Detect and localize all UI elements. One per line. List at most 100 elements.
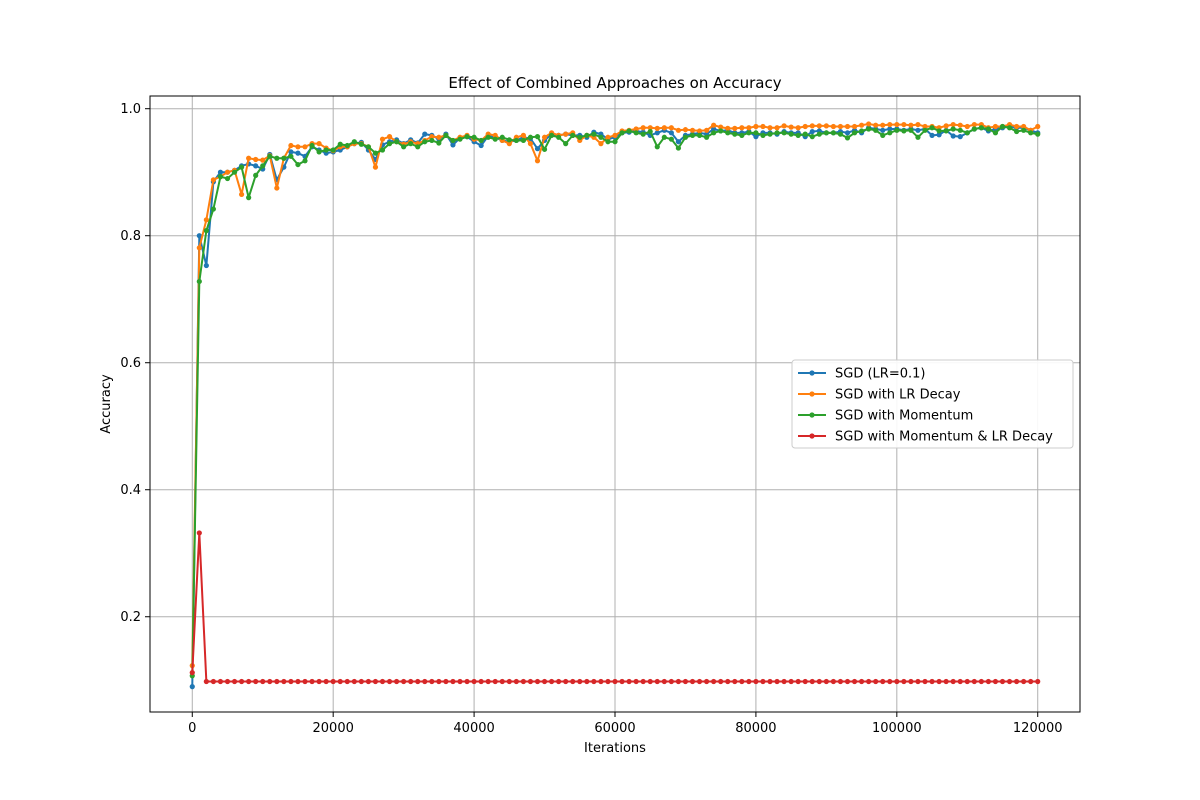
data-point	[274, 155, 280, 161]
data-point	[901, 678, 907, 685]
data-point	[260, 678, 266, 685]
data-point	[661, 678, 667, 685]
data-point	[753, 123, 759, 130]
data-point	[260, 163, 266, 169]
data-point	[464, 134, 470, 140]
data-point	[281, 155, 287, 161]
data-point	[851, 678, 858, 685]
y-axis-label: Accuracy	[99, 374, 114, 434]
data-point	[478, 142, 484, 149]
data-point	[929, 132, 935, 138]
data-point	[478, 678, 484, 685]
data-point	[563, 131, 569, 137]
series-layer	[189, 121, 1041, 690]
data-point	[238, 678, 245, 685]
data-point	[887, 121, 893, 128]
data-point	[323, 678, 329, 685]
data-point	[372, 678, 379, 685]
data-point	[210, 206, 217, 212]
data-point	[541, 134, 548, 140]
data-point	[302, 678, 308, 685]
data-point	[830, 678, 837, 685]
data-point	[788, 678, 794, 685]
data-point	[682, 127, 689, 133]
data-point	[534, 158, 541, 164]
data-point	[696, 678, 703, 685]
data-point	[950, 126, 956, 132]
data-point	[887, 130, 893, 136]
data-point	[534, 678, 541, 685]
data-point	[732, 125, 738, 131]
data-point	[316, 141, 322, 147]
data-point	[379, 136, 386, 142]
series-2	[189, 123, 1041, 679]
data-point	[739, 678, 745, 685]
data-point	[422, 678, 428, 685]
data-point	[703, 134, 710, 140]
data-point	[224, 169, 231, 175]
data-point	[802, 131, 808, 137]
data-point	[887, 678, 893, 685]
data-point	[689, 678, 696, 685]
data-point	[386, 678, 393, 685]
data-point	[246, 195, 252, 201]
data-point	[274, 678, 280, 685]
data-point	[725, 125, 731, 131]
data-point	[443, 132, 449, 138]
data-point	[943, 123, 949, 129]
data-point	[302, 144, 308, 150]
data-point	[816, 123, 822, 129]
x-tick-label: 0	[188, 721, 196, 736]
data-point	[711, 130, 717, 136]
data-point	[647, 125, 653, 131]
data-point	[760, 132, 766, 138]
data-point	[379, 147, 386, 153]
data-point	[605, 134, 611, 140]
data-point	[189, 670, 195, 676]
data-point	[238, 164, 245, 170]
data-point	[950, 121, 956, 128]
data-point	[393, 678, 400, 685]
data-point	[718, 124, 724, 130]
y-axis-ticks: 0.2 0.4 0.6 0.8 1.0	[120, 102, 150, 625]
data-point	[253, 678, 259, 685]
x-tick-label: 20000	[313, 721, 354, 736]
data-point	[795, 125, 801, 131]
data-point	[633, 130, 639, 136]
data-point	[492, 678, 498, 685]
data-point	[767, 131, 773, 137]
x-tick-label: 80000	[735, 721, 776, 736]
data-point	[732, 678, 738, 685]
data-point	[295, 678, 301, 685]
data-point	[1013, 678, 1020, 685]
data-point	[661, 134, 667, 140]
data-point	[971, 678, 977, 685]
data-point	[901, 121, 907, 128]
data-point	[908, 678, 914, 685]
data-point	[513, 678, 519, 685]
data-point	[894, 121, 900, 128]
y-tick-label: 0.2	[120, 610, 141, 625]
data-point	[260, 157, 266, 163]
data-point	[774, 130, 780, 136]
data-point	[401, 678, 407, 685]
data-point	[548, 132, 555, 138]
data-point	[203, 262, 209, 269]
data-point	[1035, 131, 1041, 137]
data-point	[556, 678, 562, 685]
data-point	[689, 127, 696, 133]
data-point	[577, 678, 583, 685]
data-point	[203, 678, 209, 685]
data-point	[922, 127, 928, 133]
data-point	[422, 131, 428, 137]
data-point	[823, 130, 829, 136]
data-point	[457, 136, 463, 142]
data-point	[936, 678, 942, 685]
data-point	[908, 122, 914, 128]
data-point	[577, 134, 583, 140]
data-point	[386, 134, 393, 140]
data-point	[858, 122, 865, 128]
data-point	[598, 134, 604, 140]
data-point	[253, 163, 259, 169]
